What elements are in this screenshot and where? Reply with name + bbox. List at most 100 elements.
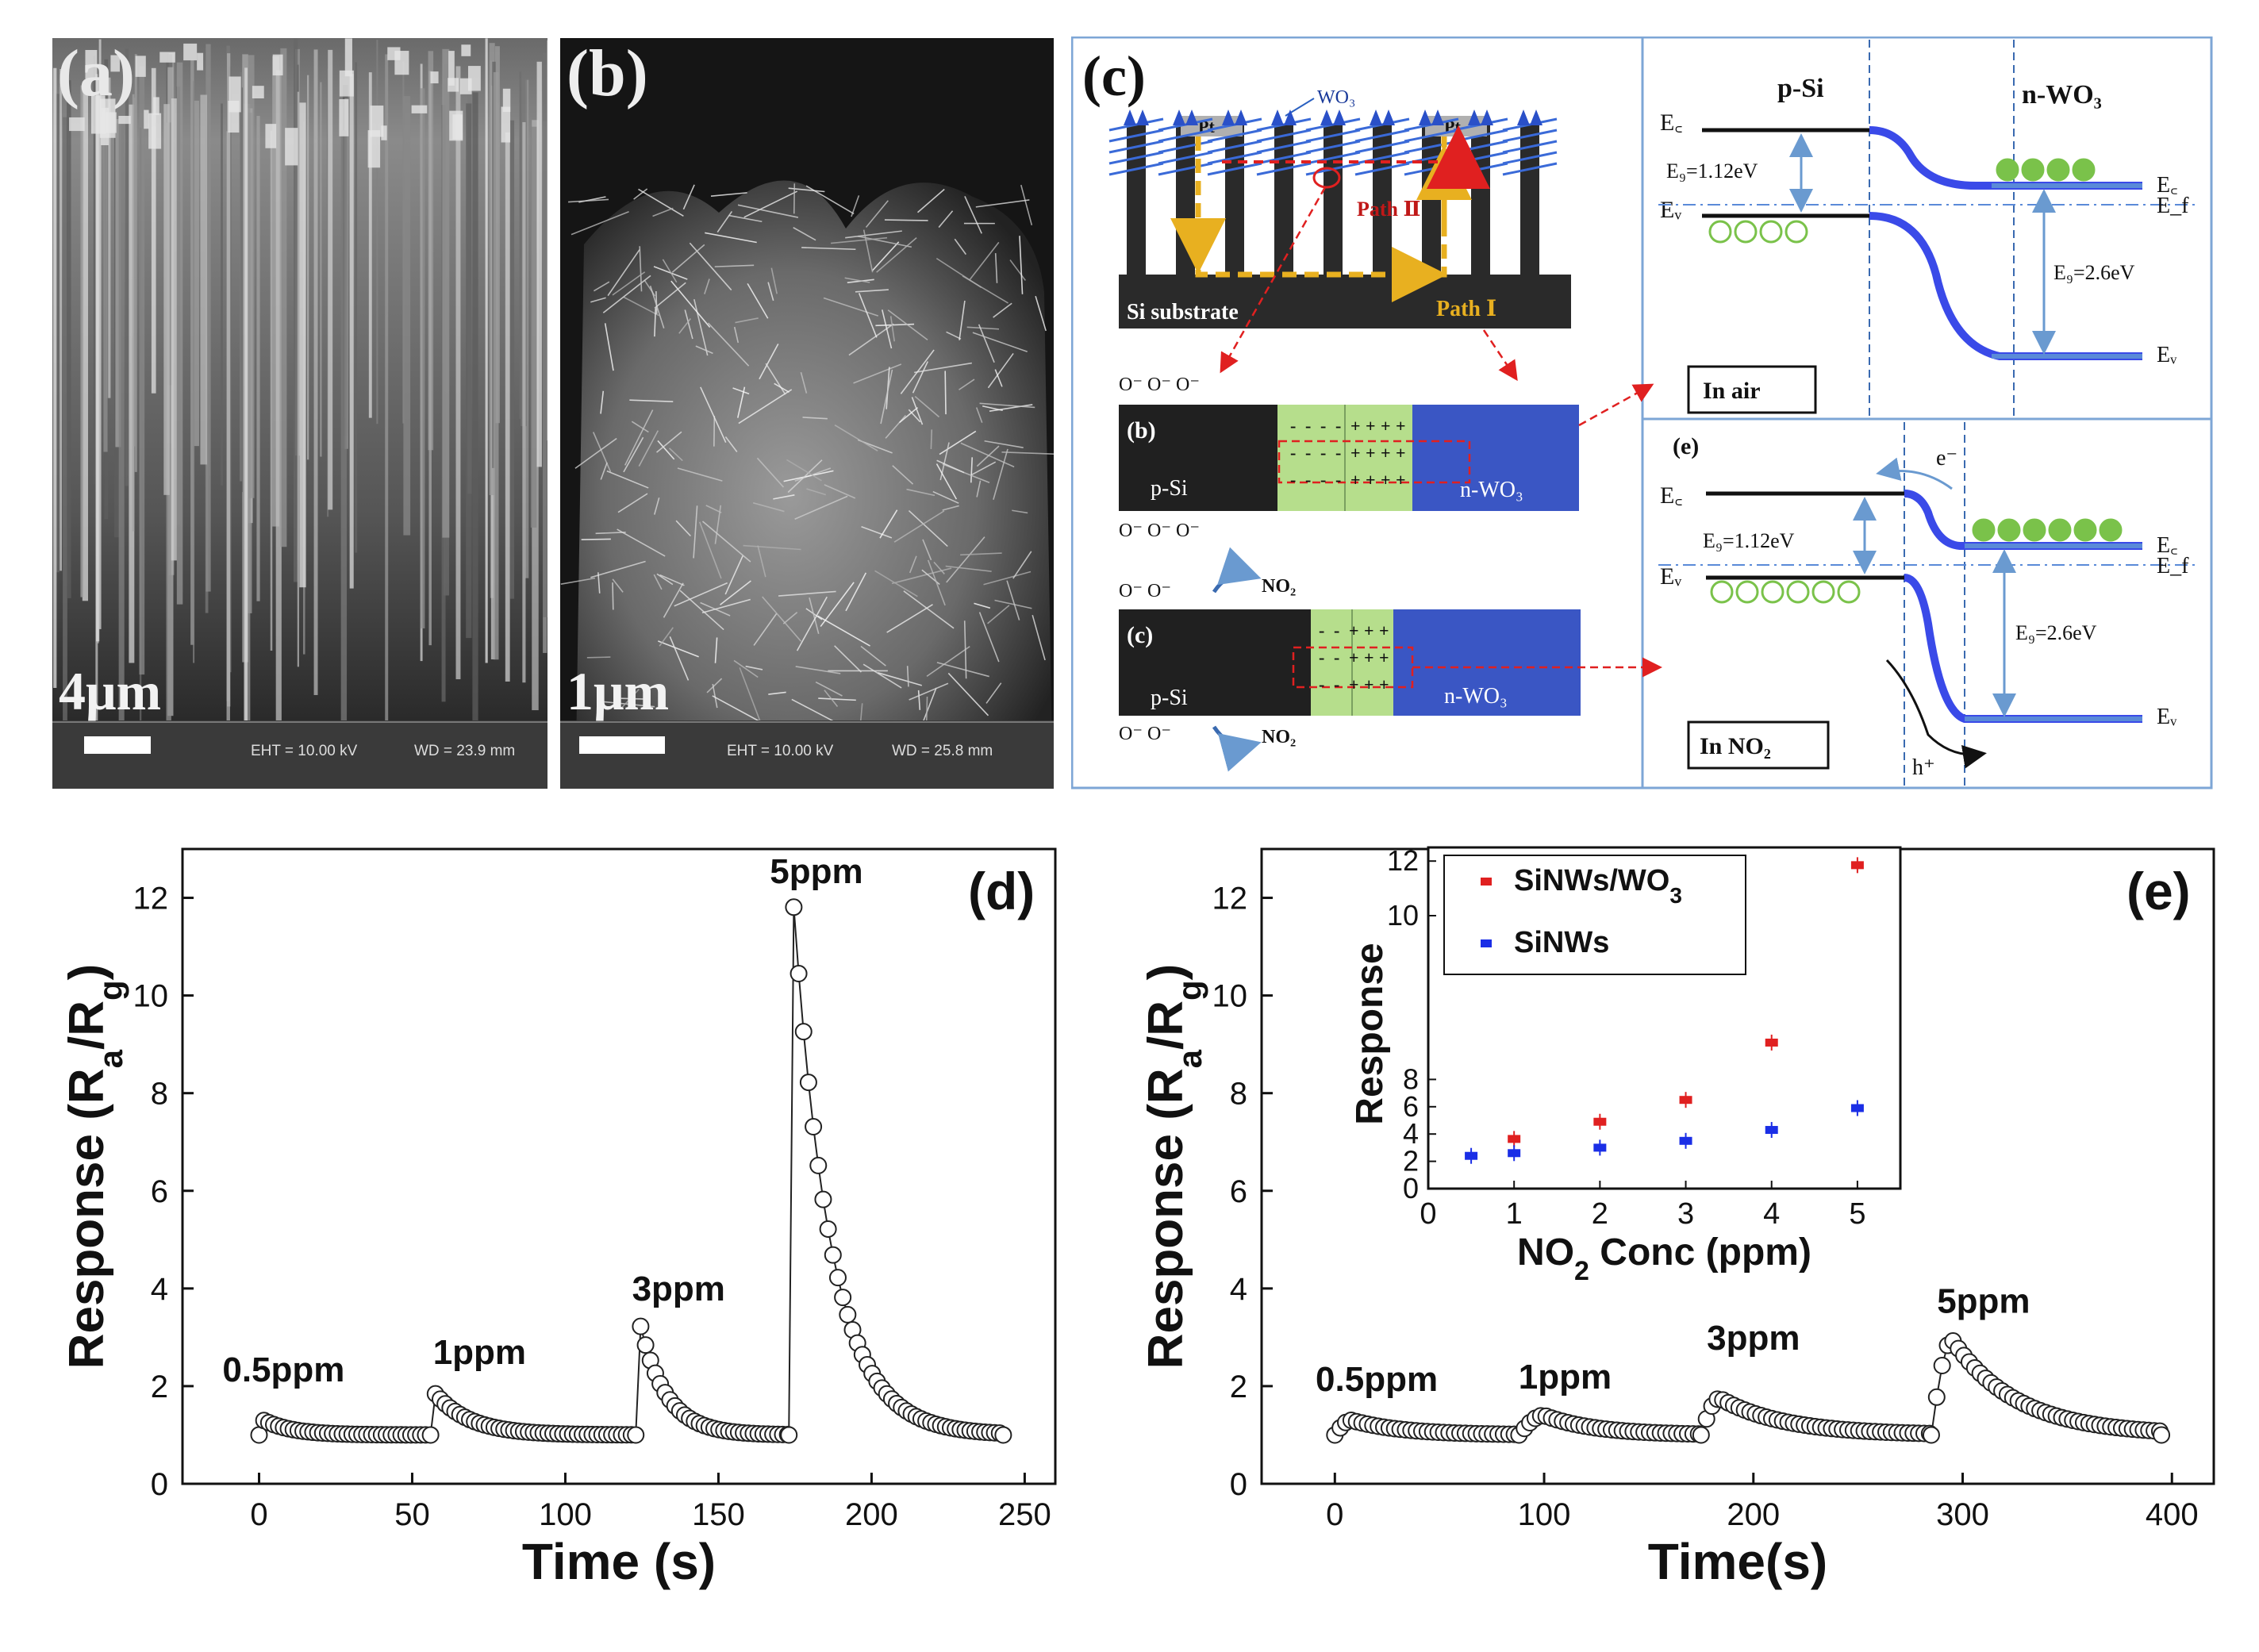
sem-b-needle [639, 246, 643, 292]
sem-a-tip [69, 117, 85, 132]
sem-a-tip [135, 56, 146, 77]
band-no2-label: (e) [1673, 433, 1699, 459]
wo3-flake [1305, 117, 1361, 132]
inset-data-point [1765, 1038, 1778, 1047]
y-axis-label: Response (Ra/Rg) [60, 964, 129, 1370]
space-charge: + [1381, 416, 1391, 436]
y-tick-label: 4 [1230, 1272, 1247, 1307]
x-axis-label: Time (s) [522, 1533, 716, 1590]
sem-b-needle [874, 570, 918, 597]
wd-text-a: WD = 23.9 mm [414, 743, 516, 759]
sem-b-needle [860, 645, 886, 667]
hole [1710, 580, 1734, 604]
sem-a-streak [509, 120, 515, 599]
sem-b-needle [770, 267, 778, 294]
data-point [805, 1117, 823, 1135]
x-tick-label: 150 [692, 1497, 745, 1532]
sem-a-streak [63, 117, 67, 721]
sem-b-needle [620, 697, 650, 700]
sem-b-needle [662, 259, 678, 283]
wo3-flake [1354, 129, 1410, 143]
sem-b-needle [946, 331, 962, 340]
sem-b-needle [881, 309, 893, 349]
no2-ev-left: Eᵥ [1660, 563, 1681, 590]
sem-b-needle [655, 291, 658, 314]
sem-b-needle [1020, 184, 1033, 226]
sem-b-needle [786, 459, 822, 482]
air-n-wo3-label: n-WO₃ [2022, 80, 2102, 109]
data-point [828, 1269, 847, 1287]
sem-a-streak [139, 66, 145, 675]
concentration-label: 3ppm [1707, 1319, 1800, 1358]
sem-b-needle [976, 445, 1000, 467]
sem-b-needle [909, 555, 917, 574]
sem-b-needle [656, 431, 682, 453]
wo3-flake [1256, 129, 1312, 143]
data-point [627, 1426, 645, 1444]
wo3-flake [1354, 151, 1410, 165]
sem-a-streak [522, 121, 526, 683]
x-tick-label: 200 [845, 1497, 898, 1532]
sem-a-tip [339, 99, 349, 136]
path-2-label: Path Ⅱ [1357, 198, 1420, 221]
y-tick-label: 8 [1230, 1077, 1247, 1112]
sem-a-streak [125, 48, 129, 486]
x-tick-label: 0 [250, 1497, 267, 1532]
inset-data-point [1679, 1096, 1692, 1105]
inset-data-point [1765, 1126, 1778, 1135]
sem-a-streak [340, 130, 348, 721]
sem-b-needle [606, 470, 649, 489]
inset-data-point [1508, 1135, 1521, 1143]
sem-b-needle [693, 505, 698, 559]
series-line [258, 907, 1004, 1436]
sem-a-streak [493, 71, 499, 660]
sem-b-needle [712, 695, 767, 726]
sem-b-needle [802, 417, 828, 420]
sem-b-needle [796, 596, 828, 651]
inset-x-tick-label: 5 [1849, 1197, 1865, 1231]
sem-b-needle [993, 448, 1008, 500]
sem-b-needle [845, 230, 902, 239]
sem-a-streak [489, 43, 495, 495]
sem-b-needle [682, 184, 695, 210]
wo3-spike [1517, 109, 1542, 125]
hole [1761, 580, 1785, 604]
sem-b-needle [707, 322, 750, 367]
sem-b-needle [903, 590, 955, 629]
sem-b-needle [806, 488, 826, 496]
sem-b-needle [1012, 509, 1028, 514]
sem-b-needle [604, 323, 614, 371]
space-charge: - [1319, 674, 1324, 694]
x-tick-label: 100 [539, 1497, 592, 1532]
wo3-flake [1207, 117, 1262, 132]
space-charge: + [1364, 620, 1374, 640]
sem-b-needle [1001, 451, 1054, 455]
sem-b-needle [908, 409, 921, 423]
sem-b-needle [701, 598, 751, 614]
y-tick-label: 0 [1230, 1467, 1247, 1502]
p-si-label-c: p-Si [1151, 686, 1188, 710]
band-diagram-air: p-Si n-WO₃ E꜀ Eᵥ E₉=1.12eV E₉=2.6eV E꜀ E… [1658, 40, 2198, 417]
data-point [814, 1190, 832, 1208]
path-1-label: Path Ⅰ [1436, 297, 1496, 321]
sem-a-tip [252, 86, 264, 99]
air-ef-right: E_f [2157, 194, 2189, 218]
inset-y-tick-label: 6 [1403, 1090, 1419, 1123]
sem-b-needle [735, 317, 759, 324]
sem-a-tip [430, 71, 439, 84]
sem-b-needle [899, 407, 919, 424]
wo3-flake [1502, 140, 1558, 154]
data-point [780, 1426, 798, 1444]
sem-b-needle [960, 442, 1015, 468]
n-wo3-label-b: n-WO₃ [1460, 478, 1523, 502]
in-air-box: In air [1703, 378, 1761, 404]
sem-b-needle [880, 369, 893, 425]
hole [1785, 220, 1808, 244]
wo3-spike [1124, 109, 1149, 125]
electron-label: e⁻ [1936, 446, 1957, 471]
sem-b-needle [878, 672, 922, 686]
sem-a-streak [505, 132, 510, 682]
inset-x-tick-label: 3 [1677, 1197, 1694, 1231]
sem-b-needle [617, 528, 666, 557]
x-tick-label: 50 [394, 1497, 430, 1532]
